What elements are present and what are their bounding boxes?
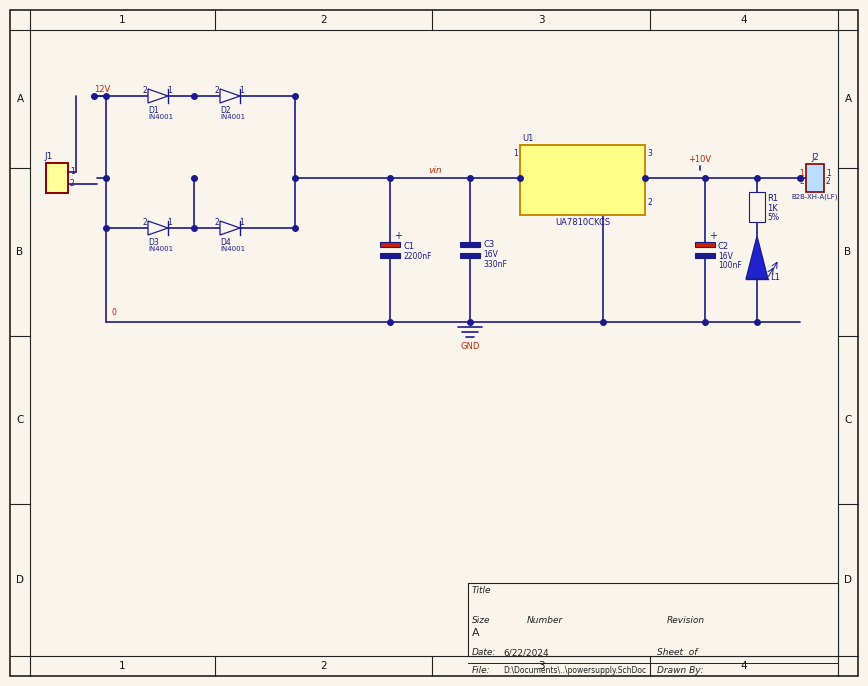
Text: C2: C2 <box>718 242 729 251</box>
Bar <box>46 163 68 193</box>
Text: L1: L1 <box>770 272 779 281</box>
Text: B: B <box>16 247 23 257</box>
Text: Number: Number <box>527 616 563 625</box>
Text: 1K: 1K <box>767 204 778 213</box>
Text: 2: 2 <box>50 180 56 189</box>
Polygon shape <box>148 221 168 235</box>
Text: 2: 2 <box>799 178 804 187</box>
Text: C: C <box>845 415 852 425</box>
Text: 3: 3 <box>537 661 544 671</box>
Text: 2: 2 <box>142 86 148 95</box>
Text: OUTPUT: OUTPUT <box>587 165 628 174</box>
Text: +10V: +10V <box>688 155 712 164</box>
Text: 16V: 16V <box>483 250 498 259</box>
Bar <box>806 164 824 192</box>
Text: D3: D3 <box>148 238 159 247</box>
Text: A: A <box>472 628 480 638</box>
Bar <box>695 253 715 258</box>
Bar <box>749 192 765 222</box>
Text: C3: C3 <box>483 240 494 249</box>
Text: +: + <box>394 231 402 241</box>
Text: IN4001: IN4001 <box>220 246 245 252</box>
Text: A: A <box>16 94 23 104</box>
Text: 2: 2 <box>142 218 148 227</box>
Text: D:\Documents\..\powersupply.SchDoc: D:\Documents\..\powersupply.SchDoc <box>503 666 646 675</box>
Text: 100nF: 100nF <box>718 261 742 270</box>
Text: Date:: Date: <box>472 648 496 657</box>
Text: 2: 2 <box>214 86 220 95</box>
Text: B2B-XH-A(LF): B2B-XH-A(LF) <box>792 194 838 200</box>
Bar <box>460 242 480 247</box>
Text: Drawn By:: Drawn By: <box>657 666 704 675</box>
Text: 1: 1 <box>119 661 126 671</box>
Text: A: A <box>845 94 852 104</box>
Text: IN4001: IN4001 <box>148 246 173 252</box>
Bar <box>695 242 715 247</box>
Text: 2: 2 <box>70 180 75 189</box>
Text: 2: 2 <box>320 15 327 25</box>
Text: UA7810CKCS: UA7810CKCS <box>555 218 610 227</box>
Text: 1: 1 <box>70 167 75 176</box>
Text: 2: 2 <box>826 178 831 187</box>
Text: 2: 2 <box>214 218 220 227</box>
Text: INPUT: INPUT <box>528 165 559 174</box>
Bar <box>380 242 400 247</box>
Text: 12V: 12V <box>94 85 110 94</box>
Text: 1: 1 <box>240 86 245 95</box>
Bar <box>460 253 480 258</box>
Text: D: D <box>16 575 24 585</box>
Text: B: B <box>845 247 852 257</box>
Text: IN4001: IN4001 <box>220 114 245 120</box>
Text: 2: 2 <box>647 198 652 207</box>
Text: 1: 1 <box>50 167 56 176</box>
Text: 1: 1 <box>168 218 173 227</box>
Text: D: D <box>844 575 852 585</box>
Text: 5%: 5% <box>767 213 779 222</box>
Text: D4: D4 <box>220 238 231 247</box>
Text: 3: 3 <box>537 15 544 25</box>
Text: J1: J1 <box>44 152 52 161</box>
Text: U1: U1 <box>522 134 533 143</box>
Text: 330nF: 330nF <box>483 260 507 269</box>
Text: R1: R1 <box>767 194 778 203</box>
Text: IN4001: IN4001 <box>148 114 173 120</box>
Text: 1: 1 <box>799 169 804 178</box>
Text: D1: D1 <box>148 106 159 115</box>
Text: 0: 0 <box>111 308 115 317</box>
Text: +: + <box>709 231 717 241</box>
Text: vin: vin <box>428 166 442 175</box>
Text: 1: 1 <box>240 218 245 227</box>
Text: 3: 3 <box>647 149 652 158</box>
Text: COMMON: COMMON <box>587 183 635 193</box>
Text: 2200nF: 2200nF <box>403 252 431 261</box>
Text: 1: 1 <box>119 15 126 25</box>
Text: 1: 1 <box>826 169 831 178</box>
Text: Revision: Revision <box>667 616 705 625</box>
Text: File:: File: <box>472 666 490 675</box>
Bar <box>380 253 400 258</box>
Text: 4: 4 <box>740 15 747 25</box>
Text: C1: C1 <box>403 242 414 251</box>
Bar <box>468 583 838 656</box>
Text: 1: 1 <box>168 86 173 95</box>
Text: D2: D2 <box>220 106 231 115</box>
Text: Title: Title <box>472 586 491 595</box>
Polygon shape <box>220 221 240 235</box>
Text: 6/22/2024: 6/22/2024 <box>503 648 549 657</box>
Polygon shape <box>220 89 240 103</box>
Text: C: C <box>16 415 23 425</box>
Text: 16V: 16V <box>718 252 733 261</box>
Text: GND: GND <box>460 342 480 351</box>
Text: 1: 1 <box>513 149 518 158</box>
Polygon shape <box>746 236 768 279</box>
Bar <box>520 145 645 215</box>
Text: Sheet  of: Sheet of <box>657 648 697 657</box>
Text: 2: 2 <box>320 661 327 671</box>
Text: J2: J2 <box>811 153 819 162</box>
Text: 4: 4 <box>740 661 747 671</box>
Text: Size: Size <box>472 616 490 625</box>
Polygon shape <box>148 89 168 103</box>
